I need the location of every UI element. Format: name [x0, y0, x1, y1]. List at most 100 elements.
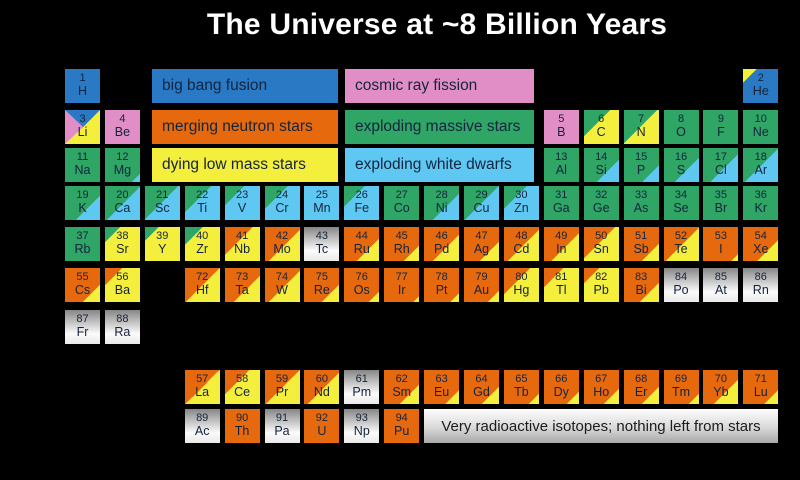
- element-symbol: Tb: [514, 385, 529, 400]
- element-cell-Tm: 69 Tm: [663, 370, 699, 404]
- element-symbol: Er: [634, 385, 648, 400]
- element-cell-Th: 90 Th: [224, 409, 260, 443]
- radioactive-note-label: Very radioactive isotopes; nothing left …: [441, 417, 761, 435]
- element-symbol: Nd: [313, 385, 330, 400]
- atomic-number: 76: [355, 271, 368, 284]
- element-symbol: Be: [114, 125, 131, 140]
- legend-label: big bang fusion: [162, 77, 268, 94]
- element-cell-Rn: 86 Rn: [743, 268, 779, 302]
- element-cell-Tl: 81 Tl: [543, 268, 579, 302]
- atomic-number: 17: [714, 151, 728, 164]
- element-symbol: Rb: [74, 242, 91, 257]
- atomic-number: 46: [435, 230, 448, 243]
- element-symbol: Hf: [195, 283, 209, 298]
- atomic-number: 5: [558, 113, 565, 126]
- atomic-number: 20: [116, 189, 129, 202]
- element-symbol: Au: [473, 283, 490, 298]
- element-symbol: Kr: [754, 201, 768, 216]
- element-symbol: Np: [353, 424, 370, 439]
- atomic-number: 63: [435, 373, 448, 386]
- element-cell-Co: 27 Co: [384, 186, 420, 220]
- element-symbol: Ho: [593, 385, 610, 400]
- element-symbol: Lu: [753, 385, 768, 400]
- element-symbol: In: [556, 242, 567, 257]
- legend-label: dying low mass stars: [162, 156, 306, 173]
- element-cell-Mo: 42 Mo: [264, 227, 300, 261]
- element-cell-Pb: 82 Pb: [583, 268, 619, 302]
- element-symbol: Br: [714, 201, 728, 216]
- element-cell-Kr: 36 Kr: [743, 186, 779, 220]
- element-cell-Sm: 62 Sm: [384, 370, 420, 404]
- element-symbol: Dy: [553, 385, 569, 400]
- atomic-number: 44: [355, 230, 368, 243]
- element-cell-P: 15 P: [623, 148, 659, 182]
- element-cell-Po: 84 Po: [663, 268, 699, 302]
- atomic-number: 21: [156, 189, 169, 202]
- atomic-number: 56: [116, 271, 129, 284]
- element-symbol: Sm: [392, 385, 412, 400]
- element-symbol: Ba: [114, 283, 131, 298]
- element-symbol: La: [195, 385, 210, 400]
- element-cell-Yb: 70 Yb: [703, 370, 739, 404]
- atomic-number: 9: [717, 113, 724, 126]
- element-cell-Sb: 51 Sb: [623, 227, 659, 261]
- atomic-number: 60: [315, 373, 329, 386]
- element-cell-Hf: 72 Hf: [184, 268, 220, 302]
- element-symbol: S: [676, 163, 686, 178]
- element-symbol: I: [719, 242, 723, 257]
- element-cell-Os: 76 Os: [344, 268, 380, 302]
- element-symbol: Si: [595, 163, 607, 178]
- element-symbol: Mg: [113, 163, 132, 178]
- atomic-number: 61: [355, 373, 368, 386]
- element-symbol: O: [676, 125, 686, 140]
- element-cell-Cr: 24 Cr: [264, 186, 300, 220]
- atomic-number: 58: [235, 373, 249, 386]
- element-symbol: At: [714, 283, 727, 298]
- element-cell-Cd: 48 Cd: [503, 227, 539, 261]
- element-cell-Sc: 21 Sc: [144, 186, 180, 220]
- atomic-number: 75: [315, 271, 329, 284]
- element-cell-V: 23 V: [224, 186, 260, 220]
- element-symbol: Yb: [713, 385, 729, 400]
- element-cell-Pu: 94 Pu: [384, 409, 420, 443]
- atomic-number: 39: [156, 230, 169, 243]
- atomic-number: 54: [754, 230, 767, 243]
- element-cell-In: 49 In: [543, 227, 579, 261]
- atomic-number: 31: [555, 189, 568, 202]
- atomic-number: 41: [235, 230, 249, 243]
- atomic-number: 14: [595, 151, 608, 164]
- atomic-number: 27: [395, 189, 408, 202]
- element-cell-Ni: 28 Ni: [424, 186, 460, 220]
- atomic-number: 93: [355, 412, 368, 425]
- element-cell-Dy: 66 Dy: [543, 370, 579, 404]
- atomic-number: 53: [714, 230, 728, 243]
- element-cell-Br: 35 Br: [703, 186, 739, 220]
- element-cell-Tc: 43 Tc: [304, 227, 340, 261]
- atomic-number: 65: [515, 373, 528, 386]
- atomic-number: 15: [634, 151, 648, 164]
- atomic-number: 84: [674, 271, 688, 284]
- element-symbol: As: [633, 201, 649, 216]
- element-cell-Au: 79 Au: [464, 268, 499, 302]
- element-symbol: U: [317, 424, 327, 439]
- atomic-number: 35: [714, 189, 728, 202]
- element-cell-Nd: 60 Nd: [304, 370, 340, 404]
- element-cell-Se: 34 Se: [663, 186, 699, 220]
- element-symbol: Co: [393, 201, 410, 216]
- element-symbol: Li: [77, 125, 88, 140]
- element-symbol: Hg: [513, 283, 530, 298]
- element-symbol: Rn: [752, 283, 769, 298]
- atomic-number: 23: [235, 189, 249, 202]
- atomic-number: 66: [555, 373, 568, 386]
- element-cell-K: 19 K: [65, 186, 100, 220]
- element-symbol: Pm: [352, 385, 372, 400]
- element-cell-Sn: 50 Sn: [583, 227, 619, 261]
- element-symbol: Zr: [196, 242, 209, 257]
- element-cell-Pt: 78 Pt: [424, 268, 460, 302]
- atomic-number: 50: [595, 230, 608, 243]
- element-cell-Eu: 63 Eu: [424, 370, 460, 404]
